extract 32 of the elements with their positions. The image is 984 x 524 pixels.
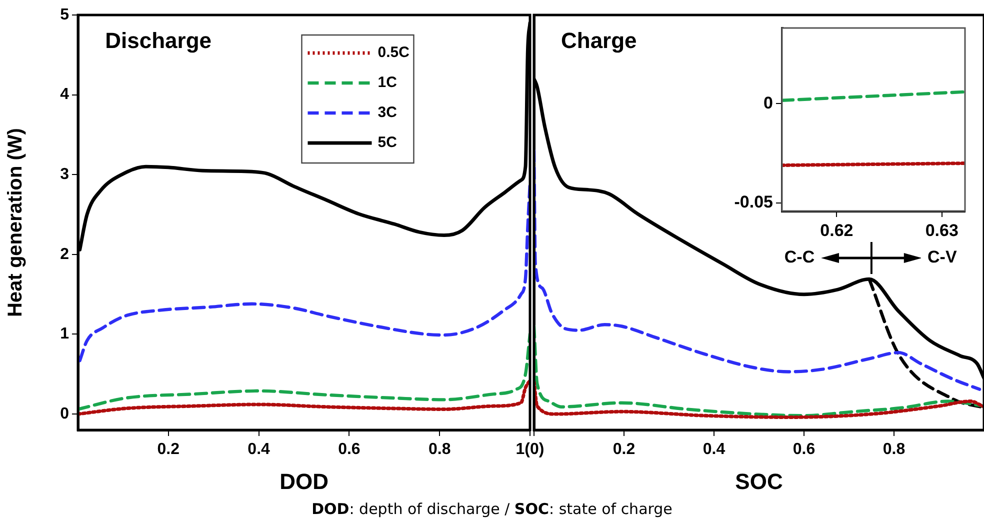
x-tick-label: 1(0) xyxy=(516,441,544,458)
y-tick-label: 0 xyxy=(764,93,773,112)
legend-label: 1C xyxy=(378,74,398,92)
y-tick-label: 5 xyxy=(60,6,70,24)
y-tick-label: 2 xyxy=(60,246,70,263)
x-axis-title: DOD xyxy=(280,468,328,494)
x-tick-label: 0.8 xyxy=(428,441,451,458)
x-tick-label: 0.2 xyxy=(157,441,180,458)
x-tick-label: 0.63 xyxy=(925,220,958,240)
y-tick-label: 0 xyxy=(60,405,70,422)
annotation: C-V xyxy=(928,247,958,266)
annotation: Discharge xyxy=(105,28,212,54)
text: DOD: depth of discharge / SOC: state of charge xyxy=(310,500,674,518)
x-tick-label: 0.8 xyxy=(882,441,906,458)
y-tick-label: -0.05 xyxy=(734,192,773,212)
legend-label: 5C xyxy=(378,134,398,152)
x-tick-label: 0.2 xyxy=(612,441,636,458)
x-tick-label: 0.4 xyxy=(702,441,726,458)
x-tick-label: 0.62 xyxy=(820,220,854,240)
y-tick-label: 1 xyxy=(60,326,70,343)
x-tick-label: 0.4 xyxy=(248,441,270,458)
legend-label: 3C xyxy=(378,104,398,122)
x-tick-label: 0.6 xyxy=(792,441,816,458)
y-axis-title: Heat generation (W) xyxy=(4,128,27,317)
legend-label: 0.5C xyxy=(378,44,410,62)
x-tick-label: 0.6 xyxy=(338,441,360,458)
x-axis-title: SOC xyxy=(735,468,783,494)
y-tick-label: 4 xyxy=(60,86,70,104)
annotation: C-C xyxy=(784,247,815,266)
y-tick-label: 3 xyxy=(60,166,70,184)
line-series xyxy=(78,332,530,411)
annotation: Charge xyxy=(561,28,637,54)
